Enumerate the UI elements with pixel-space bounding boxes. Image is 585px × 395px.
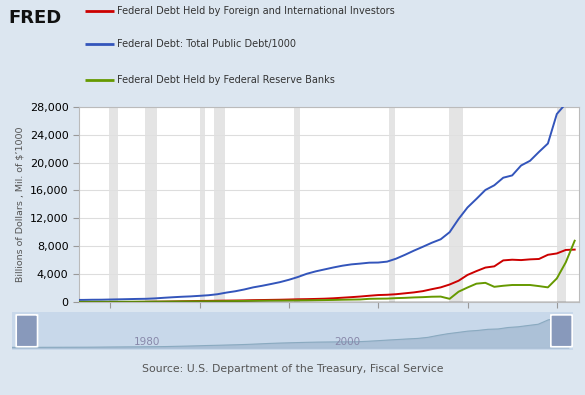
Text: Federal Debt: Total Public Debt/1000: Federal Debt: Total Public Debt/1000 xyxy=(117,39,296,49)
Bar xyxy=(214,107,225,302)
Text: 2000: 2000 xyxy=(335,337,361,346)
Bar xyxy=(389,107,395,302)
Bar xyxy=(557,107,566,302)
Bar xyxy=(294,107,301,302)
Bar xyxy=(109,107,118,302)
Bar xyxy=(199,107,205,302)
Text: Source: U.S. Department of the Treasury, Fiscal Service: Source: U.S. Department of the Treasury,… xyxy=(142,364,443,374)
FancyBboxPatch shape xyxy=(551,315,572,347)
Text: 1980: 1980 xyxy=(134,337,160,346)
Bar xyxy=(449,107,463,302)
Text: Federal Debt Held by Federal Reserve Banks: Federal Debt Held by Federal Reserve Ban… xyxy=(117,75,335,85)
Bar xyxy=(145,107,157,302)
Y-axis label: Billions of Dollars , Mil. of $’1000: Billions of Dollars , Mil. of $’1000 xyxy=(15,127,24,282)
Text: Federal Debt Held by Foreign and International Investors: Federal Debt Held by Foreign and Interna… xyxy=(117,6,395,16)
Text: FRED: FRED xyxy=(9,9,62,27)
FancyBboxPatch shape xyxy=(16,315,37,347)
